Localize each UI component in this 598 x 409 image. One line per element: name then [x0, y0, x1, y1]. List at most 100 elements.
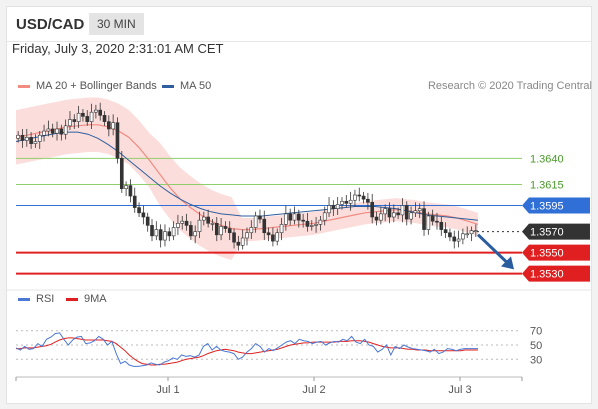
rsi-tick-label: 50: [530, 340, 542, 352]
forecast-arrow-shaft: [476, 233, 510, 265]
legend-swatch: [66, 297, 78, 301]
legend-label: 9MA: [84, 293, 107, 305]
candle-up: [383, 208, 387, 215]
pair-title: USD/CAD: [16, 16, 85, 33]
legend-swatch: [18, 297, 30, 301]
candle-down: [266, 232, 271, 236]
candle-up: [400, 205, 405, 216]
level-label-bg: [522, 244, 590, 261]
candle-up: [275, 232, 280, 242]
candle-down: [439, 221, 444, 230]
candle-down: [20, 134, 25, 141]
candle-down: [141, 212, 146, 218]
candle-up: [42, 130, 46, 136]
candle-up: [409, 212, 413, 220]
candle-up: [413, 210, 418, 214]
timestamp: Friday, July 3, 2020 2:31:01 AM CET: [12, 41, 224, 56]
candle-up: [249, 227, 254, 234]
legend-item-ma20: MA 20 + Bollinger Bands: [18, 80, 157, 92]
candle-down: [297, 213, 301, 221]
candle-down: [374, 216, 379, 221]
candle-up: [292, 213, 297, 221]
candle-up: [202, 216, 206, 221]
candle-down: [72, 119, 77, 122]
candle-down: [396, 212, 400, 216]
candle-up: [24, 137, 29, 141]
rsi-tick-label: 30: [530, 354, 542, 366]
x-tick-label: Jul 2: [302, 384, 325, 396]
candle-down: [443, 229, 448, 234]
candle-down: [206, 216, 210, 224]
level-label: 1.3595: [530, 200, 564, 212]
candle-up: [124, 185, 128, 190]
level-label-bg: [522, 197, 590, 214]
legend-item-ma50: MA 50: [162, 80, 211, 92]
candle-up: [426, 215, 431, 230]
candle-down: [357, 194, 362, 197]
candle-up: [33, 141, 38, 144]
candle-up: [210, 223, 215, 225]
candle-up: [327, 205, 331, 214]
legend-swatch: [18, 84, 30, 88]
candle-up: [348, 199, 353, 204]
candle-up: [89, 111, 94, 122]
candle-down: [150, 225, 154, 237]
legend-label: RSI: [36, 293, 55, 305]
candle-down: [158, 229, 163, 241]
legend-swatch: [162, 84, 174, 88]
candle-down: [331, 205, 336, 209]
candle-down: [85, 116, 90, 122]
level-label: 1.3570: [530, 227, 564, 239]
candle-up: [63, 125, 68, 135]
candle-up: [456, 238, 461, 242]
legend-item-rsi: RSI: [18, 293, 54, 305]
candle-down: [361, 195, 366, 200]
candle-down: [189, 225, 193, 237]
level-label: 1.3640: [530, 153, 564, 165]
candle-up: [111, 122, 115, 130]
candle-down: [184, 220, 189, 226]
legend-item-9ma: 9MA: [66, 293, 107, 305]
candle-up: [391, 212, 396, 218]
candle-down: [214, 223, 219, 236]
candle-up: [284, 213, 288, 225]
candle-down: [404, 205, 409, 220]
rsi-tick-label: 70: [530, 326, 542, 338]
level-label: 1.3550: [530, 248, 564, 260]
candle-up: [68, 119, 72, 127]
candle-up: [353, 194, 357, 201]
candle-down: [305, 220, 310, 227]
candle-up: [379, 213, 383, 221]
candle-down: [227, 228, 232, 234]
level-label: 1.3530: [530, 269, 564, 281]
candle-down: [145, 216, 150, 226]
candle-up: [16, 134, 20, 139]
candle-up: [163, 231, 167, 241]
candle-up: [474, 230, 478, 232]
legend-label: MA 20 + Bollinger Bands: [36, 80, 157, 92]
candle-down: [448, 232, 452, 238]
title-bar: USD/CAD 30 MIN: [7, 7, 591, 42]
rsi-line: [15, 332, 478, 367]
candle-down: [422, 208, 426, 230]
candle-down: [236, 241, 241, 246]
candle-up: [94, 109, 98, 113]
candle-up: [340, 200, 344, 205]
candle-down: [430, 215, 435, 222]
candle-up: [322, 212, 327, 221]
candle-up: [219, 226, 223, 236]
candle-up: [240, 237, 245, 246]
x-tick-label: Jul 3: [448, 384, 471, 396]
candle-up: [180, 220, 185, 224]
timeframe-badge[interactable]: 30 MIN: [89, 13, 144, 35]
candle-up: [193, 231, 197, 237]
candle-up: [245, 232, 249, 239]
candle-down: [81, 112, 85, 117]
candle-down: [452, 236, 457, 242]
candle-down: [119, 158, 124, 190]
candle-down: [59, 128, 64, 135]
candle-up: [279, 224, 284, 234]
bollinger-band: [16, 97, 478, 260]
candle-up: [154, 229, 159, 237]
